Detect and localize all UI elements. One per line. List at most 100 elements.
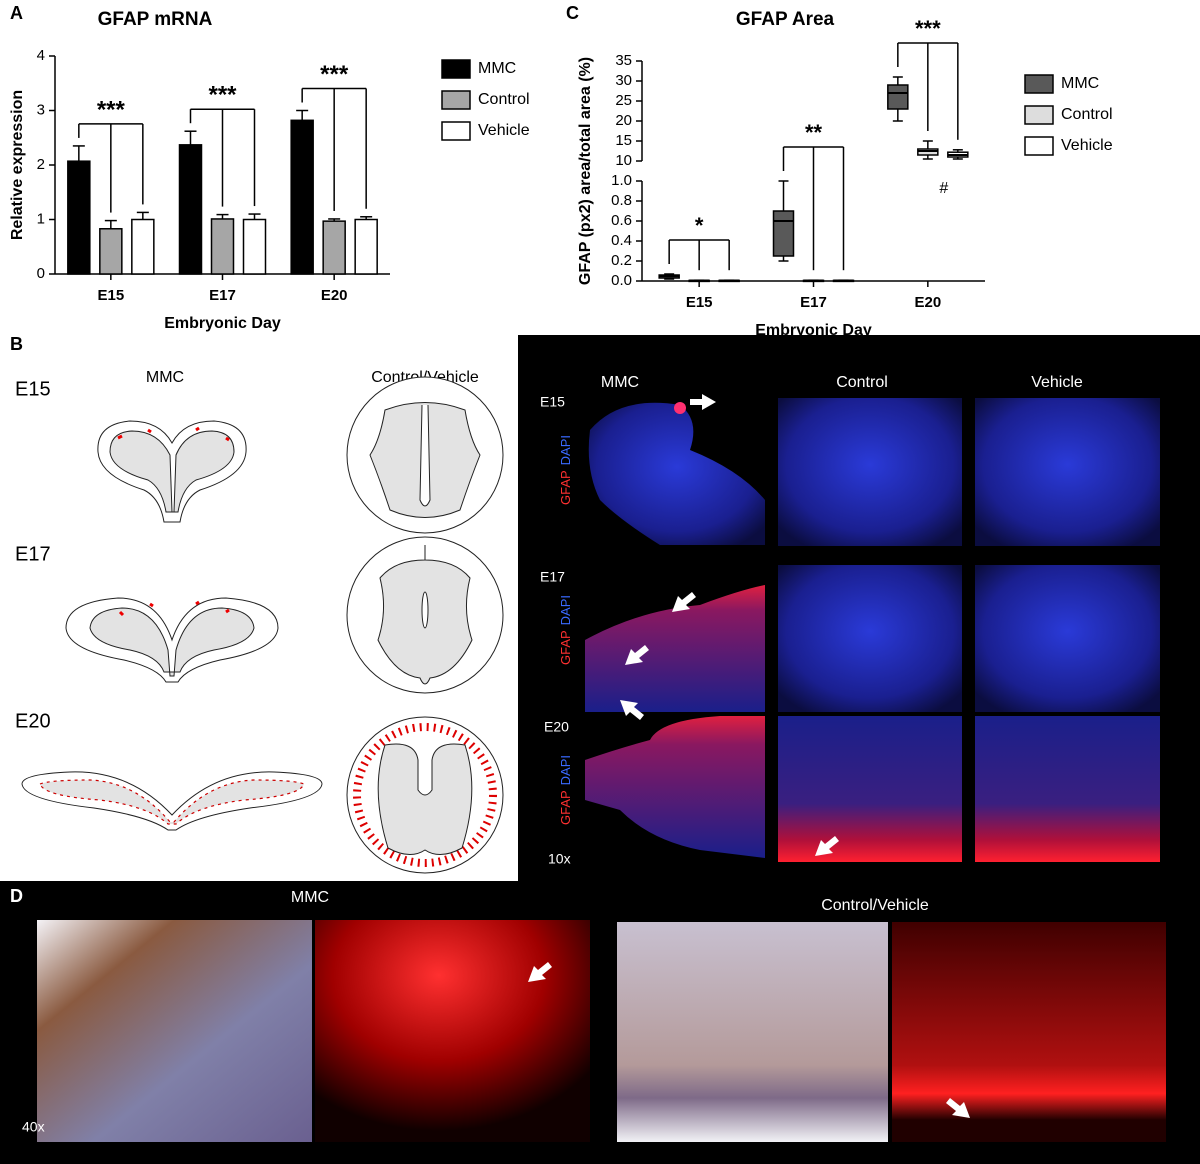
y-tick-label: 0.2 <box>611 252 632 269</box>
y-tick-label: 4 <box>37 47 45 64</box>
micrograph <box>975 716 1160 862</box>
row-label: E15 <box>540 394 565 410</box>
stain-label: GFAP DAPI <box>558 595 573 665</box>
bar <box>354 218 378 275</box>
significance: * <box>695 213 704 238</box>
y-tick-label: 0.4 <box>611 232 632 249</box>
arrow <box>672 592 696 612</box>
x-tick-label: E20 <box>914 294 941 311</box>
arrow <box>690 394 716 410</box>
x-tick-label: E20 <box>321 287 348 304</box>
note: # <box>939 180 948 197</box>
column-label: MMC <box>146 369 184 386</box>
magnification: 40x <box>22 1119 45 1135</box>
panel-d: D MMC Control/Vehicle 40x <box>0 881 1200 1164</box>
row-label: E20 <box>544 719 569 735</box>
bar <box>99 228 123 275</box>
micrograph <box>585 716 765 858</box>
column-label: MMC <box>601 374 639 391</box>
legend-swatch <box>1024 74 1054 94</box>
y-tick-label: 30 <box>615 72 632 89</box>
legend-label: Control <box>1061 106 1113 123</box>
bar <box>210 218 235 275</box>
grey-matter <box>39 779 305 825</box>
y-tick-label: 20 <box>615 112 632 129</box>
chart-title: GFAP mRNA <box>98 9 213 30</box>
grey-matter <box>109 430 235 513</box>
magnification: 10x <box>548 851 571 867</box>
y-tick-label: 2 <box>37 156 45 173</box>
x-tick-label: E17 <box>800 294 827 311</box>
cord-outline <box>65 597 279 683</box>
bar <box>131 218 155 275</box>
y-axis-label: Relative expression <box>9 90 26 240</box>
gfap-signal <box>674 402 686 414</box>
legend-label: MMC <box>478 60 516 77</box>
stain-dapi: DAPI <box>558 595 573 625</box>
legend-swatch <box>1024 105 1054 125</box>
bar <box>322 220 346 275</box>
significance: ** <box>805 120 823 145</box>
micrograph <box>778 716 962 862</box>
stain-label: GFAP DAPI <box>558 755 573 825</box>
stain-label: GFAP DAPI <box>558 435 573 505</box>
micrograph-panel: MMC Control Vehicle E15 E17 E20 10x GFAP… <box>518 335 1200 881</box>
micrograph <box>315 920 590 1142</box>
y-axis-label: GFAP (px2) area/total area (%) <box>577 57 594 285</box>
y-tick-label: 0.0 <box>611 272 632 289</box>
legend-swatch <box>441 90 471 110</box>
panel-label: D <box>10 886 23 906</box>
stain-gfap: GFAP <box>558 470 573 505</box>
micrograph <box>588 402 765 545</box>
box <box>887 84 909 110</box>
gfap-marks <box>117 426 230 442</box>
bar <box>178 144 203 275</box>
y-tick-label: 3 <box>37 101 45 118</box>
y-tick-label: 35 <box>615 52 632 69</box>
x-tick-label: E15 <box>686 294 713 311</box>
y-tick-label: 0.6 <box>611 212 632 229</box>
gfap-marks <box>118 600 230 617</box>
stain-dapi: DAPI <box>558 435 573 465</box>
micrograph <box>778 398 962 546</box>
chart-title: GFAP Area <box>736 9 835 30</box>
x-axis-label: Embryonic Day <box>164 315 281 332</box>
micrograph <box>37 920 312 1142</box>
bar <box>242 218 267 275</box>
row-label: E15 <box>15 378 51 400</box>
x-tick-label: E17 <box>209 287 236 304</box>
significance: *** <box>915 16 941 41</box>
arrow <box>946 1098 970 1118</box>
stain-dapi: DAPI <box>558 755 573 785</box>
y-tick-label: 10 <box>615 152 632 169</box>
charts: GFAP mRNA Relative expression Embryonic Da… <box>9 9 1112 339</box>
row-label: E17 <box>15 543 51 565</box>
column-label: Control <box>836 374 888 391</box>
legend-swatch <box>1024 136 1054 156</box>
micrograph <box>975 565 1160 712</box>
y-tick-label: 0 <box>37 265 45 282</box>
gfap-marks <box>353 723 497 867</box>
row-label: E20 <box>15 710 51 732</box>
x-axis-label: Embryonic Day <box>755 322 872 339</box>
micrograph <box>892 922 1166 1142</box>
arrow <box>815 836 839 856</box>
group-label: Control/Vehicle <box>821 897 929 914</box>
schematic-panel: E15 E17 E20 MMC Control/Vehicle <box>15 369 504 874</box>
y-tick-label: 25 <box>615 92 632 109</box>
row-label: E17 <box>540 569 565 585</box>
x-tick-label: E15 <box>97 287 124 304</box>
y-tick-label: 0.8 <box>611 192 632 209</box>
significance: *** <box>320 61 349 88</box>
arrow <box>528 962 552 982</box>
grey-matter <box>377 743 473 855</box>
y-tick-label: 1.0 <box>611 172 632 189</box>
y-tick-label: 1 <box>37 210 45 227</box>
panel-label: A <box>10 3 23 23</box>
significance: *** <box>97 96 126 123</box>
micrograph <box>975 398 1160 546</box>
grey-matter <box>89 607 255 677</box>
legend-swatch <box>441 121 471 141</box>
group-label: MMC <box>291 889 329 906</box>
legend-label: MMC <box>1061 75 1099 92</box>
